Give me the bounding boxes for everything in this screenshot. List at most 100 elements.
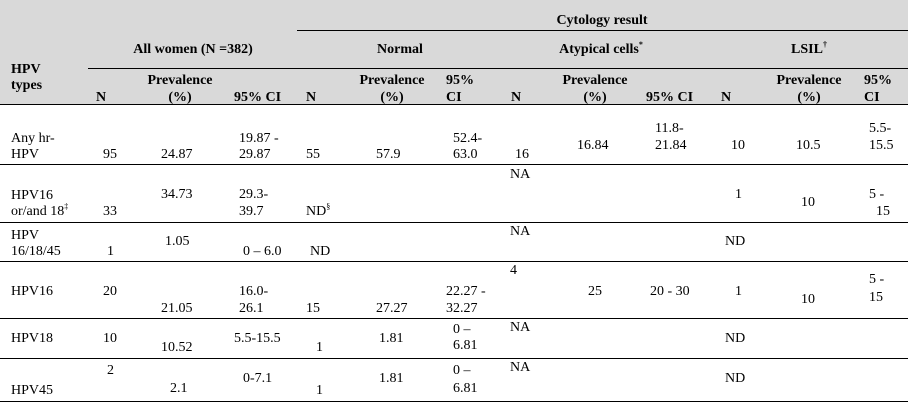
cell-all-prevalence: 34.73 bbox=[161, 187, 193, 202]
cell-atypical-ci: 20 - 30 bbox=[650, 284, 690, 299]
row-divider bbox=[0, 358, 908, 359]
row-divider bbox=[0, 318, 908, 319]
cell-all-prevalence: 21.05 bbox=[161, 301, 193, 316]
col-prevalence-unit: (%) bbox=[168, 90, 192, 105]
cell-all-ci: 29.87 bbox=[239, 147, 271, 162]
col-ci: 95% CI bbox=[646, 90, 694, 105]
row-divider bbox=[0, 164, 908, 165]
col-ci-line2: CI bbox=[864, 90, 880, 105]
cell-all-ci: 39.7 bbox=[239, 204, 264, 219]
row-divider bbox=[0, 261, 908, 262]
cell-normal-ci: 32.27 bbox=[446, 301, 478, 316]
group-rule bbox=[88, 68, 908, 69]
cell-normal-ci: 0 – bbox=[453, 322, 471, 337]
cell-lsil-prevalence: 10 bbox=[801, 292, 815, 307]
cell-atypical-prevalence: 25 bbox=[588, 284, 602, 299]
cell-all-n: 33 bbox=[103, 204, 117, 219]
cell-lsil-n: ND bbox=[725, 234, 746, 249]
cell-normal-ci: 22.27 - bbox=[446, 284, 486, 299]
table-bottom-rule bbox=[0, 401, 908, 402]
col-n: N bbox=[511, 90, 522, 105]
cell-atypical-n: NA bbox=[510, 224, 531, 239]
col-prevalence: Prevalence bbox=[562, 73, 628, 88]
group-all-women: All women (N =382) bbox=[133, 42, 253, 57]
cell-lsil-n: ND bbox=[725, 331, 746, 346]
cell-all-ci: 29.3- bbox=[239, 187, 269, 202]
row-hpv-type: HPV16 bbox=[11, 188, 54, 203]
col-ci-line2: CI bbox=[446, 90, 462, 105]
cell-normal-n: 55 bbox=[306, 147, 320, 162]
cell-lsil-ci: 15 bbox=[869, 290, 883, 305]
cell-normal-ci: 6.81 bbox=[453, 338, 478, 353]
cell-all-ci: 0-7.1 bbox=[243, 371, 273, 386]
cell-lsil-n: 1 bbox=[735, 187, 742, 202]
cell-atypical-n: NA bbox=[510, 360, 531, 375]
cell-all-n: 2 bbox=[107, 363, 114, 378]
group-lsil: LSIL† bbox=[791, 40, 827, 58]
cell-all-prevalence: 24.87 bbox=[161, 147, 193, 162]
cytology-rule bbox=[297, 30, 908, 31]
row-hpv-type: HPV bbox=[11, 147, 40, 162]
cell-normal-prevalence: 27.27 bbox=[376, 301, 408, 316]
cell-lsil-ci: 5.5- bbox=[869, 121, 892, 136]
cell-lsil-ci: 15 bbox=[876, 204, 890, 219]
col-n: N bbox=[306, 90, 317, 105]
cell-normal-ci: 52.4- bbox=[453, 131, 483, 146]
cell-all-ci: 16.0- bbox=[239, 284, 269, 299]
header-bottom-rule bbox=[0, 104, 908, 105]
cell-normal-n: 15 bbox=[306, 301, 320, 316]
cell-normal-ci: 0 – bbox=[453, 363, 471, 378]
cell-normal-prevalence: 57.9 bbox=[376, 147, 401, 162]
cell-all-n: 1 bbox=[107, 244, 114, 259]
group-atypical: Atypical cells* bbox=[559, 40, 643, 58]
row-header-line1: HPV bbox=[11, 62, 41, 77]
row-hpv-type: HPV bbox=[11, 228, 40, 243]
cell-lsil-n: 10 bbox=[731, 138, 745, 153]
cell-all-ci: 19.87 - bbox=[239, 131, 279, 146]
col-prevalence: Prevalence bbox=[147, 73, 213, 88]
cell-atypical-ci: 21.84 bbox=[655, 138, 687, 153]
row-hpv-type: or/and 18‡ bbox=[11, 202, 69, 220]
cell-atypical-prevalence: 16.84 bbox=[577, 138, 609, 153]
cell-lsil-prevalence: 10 bbox=[801, 195, 815, 210]
cell-normal-ci: 63.0 bbox=[453, 147, 478, 162]
cell-normal-ci: 6.81 bbox=[453, 381, 478, 396]
row-divider bbox=[0, 222, 908, 223]
cell-all-ci: 26.1 bbox=[239, 301, 264, 316]
cell-lsil-ci: 15.5 bbox=[869, 138, 894, 153]
col-ci-line1: 95% bbox=[446, 73, 474, 88]
cell-lsil-n: 1 bbox=[735, 284, 742, 299]
cell-all-n: 10 bbox=[103, 331, 117, 346]
col-ci-line1: 95% bbox=[864, 73, 892, 88]
cell-lsil-ci: 5 - bbox=[869, 187, 885, 202]
col-ci: 95% CI bbox=[234, 90, 282, 105]
row-hpv-type: Any hr- bbox=[11, 131, 55, 146]
row-header-line2: types bbox=[11, 78, 43, 93]
cell-normal-n: 1 bbox=[316, 340, 323, 355]
group-normal: Normal bbox=[377, 42, 423, 57]
col-prevalence: Prevalence bbox=[359, 73, 425, 88]
row-hpv-type: HPV16 bbox=[11, 284, 54, 299]
col-prevalence: Prevalence bbox=[776, 73, 842, 88]
cell-lsil-n: ND bbox=[725, 371, 746, 386]
cytology-header: Cytology result bbox=[556, 13, 648, 28]
cell-normal-prevalence: 1.81 bbox=[379, 331, 404, 346]
col-prevalence-unit: (%) bbox=[380, 90, 404, 105]
cell-atypical-n: NA bbox=[510, 320, 531, 335]
cell-all-n: 20 bbox=[103, 284, 117, 299]
cell-normal-n: ND bbox=[310, 244, 331, 259]
cell-normal-n: ND§ bbox=[306, 202, 331, 220]
cell-all-prevalence: 10.52 bbox=[161, 340, 193, 355]
cell-normal-n: 1 bbox=[316, 383, 323, 398]
row-hpv-type: HPV45 bbox=[11, 383, 54, 398]
cell-atypical-ci: 11.8- bbox=[655, 121, 684, 136]
cell-lsil-prevalence: 10.5 bbox=[796, 138, 821, 153]
row-hpv-type: HPV18 bbox=[11, 331, 54, 346]
col-n: N bbox=[96, 90, 107, 105]
cell-all-ci: 5.5-15.5 bbox=[234, 331, 281, 346]
cell-atypical-n: NA bbox=[510, 167, 531, 182]
cell-normal-prevalence: 1.81 bbox=[379, 371, 404, 386]
cell-atypical-n: 4 bbox=[510, 263, 517, 278]
cell-atypical-n: 16 bbox=[515, 147, 529, 162]
cell-lsil-ci: 5 - bbox=[869, 272, 885, 287]
